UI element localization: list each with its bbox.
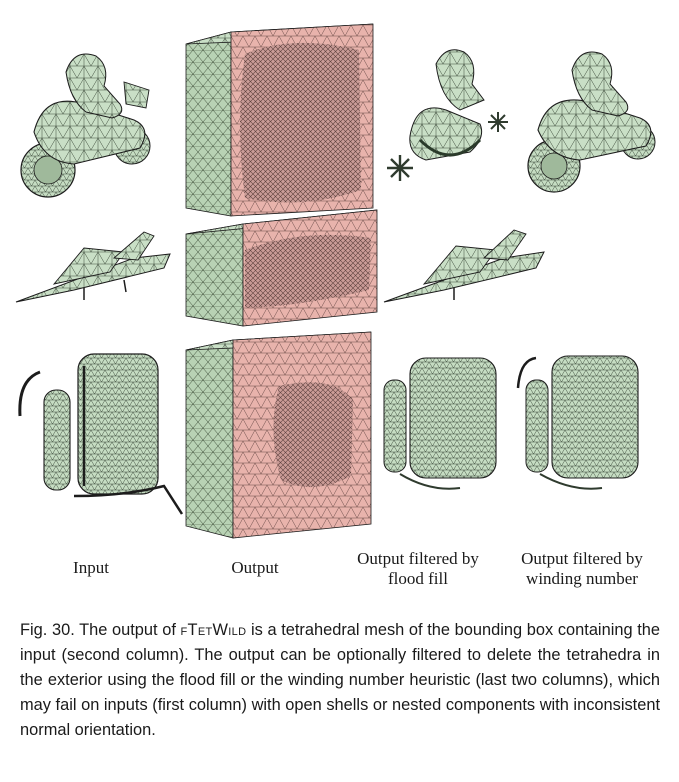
column-label-input-text: Input [73, 558, 109, 577]
backpack-winding-number-render [516, 352, 648, 508]
column-label-flood-fill: Output filtered by flood fill [338, 549, 498, 589]
caption-prefix: Fig. 30. The output of [20, 621, 181, 639]
column-label-flood-fill-line2: flood fill [388, 569, 448, 588]
column-label-flood-fill-line1: Output filtered by [357, 549, 479, 568]
backpack-output-box [183, 320, 375, 542]
column-label-winding-number: Output filtered by winding number [502, 549, 662, 589]
column-label-output-text: Output [231, 558, 279, 577]
column-label-input: Input [11, 558, 171, 578]
motorbike-flood-fill-render [380, 40, 520, 202]
jet-output-box [183, 198, 379, 330]
motorbike-output-box [183, 14, 375, 220]
jet-input-render [14, 228, 176, 308]
caption-body: is a tetrahedral mesh of the bounding bo… [20, 621, 660, 739]
jet-flood-fill-render [380, 222, 552, 308]
column-label-winding-number-line1: Output filtered by [521, 549, 643, 568]
figure: Input Output Output filtered by flood fi… [14, 14, 670, 588]
backpack-input-render [14, 346, 186, 522]
motorbike-input-render [14, 42, 164, 202]
motorbike-winding-number-render [520, 42, 670, 202]
backpack-flood-fill-render [380, 356, 504, 506]
figure-caption: Fig. 30. The output of fTetWild is a tet… [20, 618, 660, 743]
column-label-output: Output [175, 558, 335, 578]
column-label-winding-number-line2: winding number [526, 569, 638, 588]
caption-method-name: fTetWild [180, 621, 247, 639]
